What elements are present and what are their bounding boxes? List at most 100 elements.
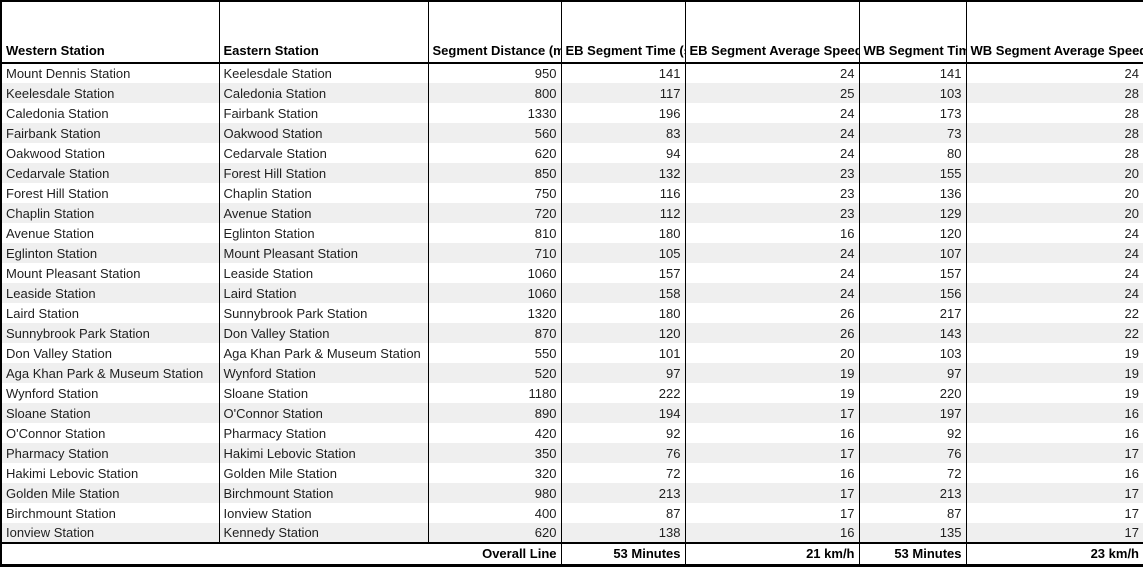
western-station-cell[interactable]: O'Connor Station bbox=[6, 425, 106, 441]
eb-segment-time-cell[interactable]: 213 bbox=[560, 483, 685, 503]
wb-average-speed-cell[interactable]: 28 bbox=[965, 123, 1143, 143]
segment-distance-cell[interactable]: 550 bbox=[427, 343, 561, 363]
eb-average-speed-cell[interactable]: 17 bbox=[684, 403, 859, 423]
western-station-cell[interactable]: Keelesdale Station bbox=[1, 83, 219, 103]
wb-average-speed-cell[interactable]: 28 bbox=[965, 143, 1143, 163]
eb-average-speed-cell[interactable]: 19 bbox=[684, 363, 859, 383]
eastern-station-cell[interactable]: Oakwood Station bbox=[218, 123, 428, 143]
eb-segment-time-cell[interactable]: 138 bbox=[560, 523, 685, 543]
segment-distance-cell[interactable]: 520 bbox=[427, 363, 561, 383]
wb-average-speed-cell[interactable]: 19 bbox=[965, 343, 1143, 363]
eb-average-speed-cell[interactable]: 24 bbox=[684, 263, 859, 283]
wb-average-speed-cell[interactable]: 24 bbox=[965, 63, 1143, 83]
eb-average-speed-cell[interactable]: 23 bbox=[684, 183, 859, 203]
wb-segment-time-cell[interactable]: 136 bbox=[858, 183, 966, 203]
wb-average-speed-cell[interactable]: 19 bbox=[965, 363, 1143, 383]
western-station-cell[interactable]: Oakwood Station bbox=[6, 145, 106, 161]
wb-segment-time-cell[interactable]: 103 bbox=[858, 83, 966, 103]
wb-segment-time-cell[interactable]: 197 bbox=[858, 403, 966, 423]
wb-average-speed-cell[interactable]: 20 bbox=[965, 183, 1143, 203]
segment-distance-cell[interactable]: 400 bbox=[427, 503, 561, 523]
wb-average-speed-cell[interactable]: 16 bbox=[965, 423, 1143, 443]
segment-distance-cell[interactable]: 620 bbox=[427, 143, 561, 163]
eastern-station-cell[interactable]: Mount Pleasant Station bbox=[218, 243, 428, 263]
segment-distance-cell[interactable]: 320 bbox=[427, 463, 561, 483]
column-header-segment-distance[interactable]: Segment Distance (meters) bbox=[427, 1, 561, 64]
segment-distance-cell[interactable]: 1320 bbox=[427, 303, 561, 323]
western-station-cell[interactable]: Forest Hill Station bbox=[6, 185, 109, 201]
eb-average-speed-cell[interactable]: 16 bbox=[684, 523, 859, 543]
eb-segment-time-cell[interactable]: 132 bbox=[560, 163, 685, 183]
eastern-station-cell[interactable]: Wynford Station bbox=[218, 363, 428, 383]
segment-distance-cell[interactable]: 620 bbox=[427, 523, 561, 543]
wb-segment-time-cell[interactable]: 217 bbox=[858, 303, 966, 323]
eb-average-speed-cell[interactable]: 23 bbox=[684, 203, 859, 223]
eb-segment-time-cell[interactable]: 196 bbox=[560, 103, 685, 123]
segment-distance-cell[interactable]: 870 bbox=[427, 323, 561, 343]
wb-segment-time-cell[interactable]: 92 bbox=[858, 423, 966, 443]
western-station-cell[interactable]: Sloane Station bbox=[1, 403, 219, 423]
eb-average-speed-cell[interactable]: 24 bbox=[684, 123, 859, 143]
wb-average-speed-cell[interactable]: 22 bbox=[965, 303, 1143, 323]
wb-average-speed-cell[interactable]: 24 bbox=[965, 243, 1143, 263]
column-header-western-station[interactable]: Western Station bbox=[1, 1, 219, 64]
eb-average-speed-cell[interactable]: 19 bbox=[684, 383, 859, 403]
wb-segment-time-cell[interactable]: 80 bbox=[858, 143, 966, 163]
western-station-cell[interactable]: Pharmacy Station bbox=[1, 443, 219, 463]
eb-segment-time-cell[interactable]: 180 bbox=[560, 223, 685, 243]
wb-segment-time-cell[interactable]: 173 bbox=[858, 103, 966, 123]
wb-segment-time-cell[interactable]: 135 bbox=[858, 523, 966, 543]
segment-distance-cell[interactable]: 800 bbox=[427, 83, 561, 103]
wb-average-speed-cell[interactable]: 17 bbox=[965, 503, 1143, 523]
wb-average-speed-cell[interactable]: 20 bbox=[965, 203, 1143, 223]
eastern-station-cell[interactable]: Aga Khan Park & Museum Station bbox=[218, 343, 428, 363]
eastern-station-cell[interactable]: Ionview Station bbox=[218, 503, 428, 523]
wb-segment-time-cell[interactable]: 220 bbox=[858, 383, 966, 403]
segment-distance-cell[interactable]: 720 bbox=[427, 203, 561, 223]
western-station-cell[interactable]: Eglinton Station bbox=[1, 243, 219, 263]
eb-segment-time-cell[interactable]: 141 bbox=[560, 63, 685, 83]
segment-distance-cell[interactable]: 420 bbox=[427, 423, 561, 443]
segment-distance-cell[interactable]: 750 bbox=[427, 183, 561, 203]
wb-average-speed-cell[interactable]: 19 bbox=[965, 383, 1143, 403]
eb-segment-time-cell[interactable]: 157 bbox=[560, 263, 685, 283]
overall-wb-speed-cell[interactable]: 23 km/h bbox=[965, 542, 1143, 565]
eb-segment-time-cell[interactable]: 76 bbox=[560, 443, 685, 463]
overall-eb-speed-cell[interactable]: 21 km/h bbox=[684, 542, 859, 565]
western-station-cell[interactable]: Aga Khan Park & Museum Station bbox=[1, 363, 219, 383]
eb-segment-time-cell[interactable]: 105 bbox=[560, 243, 685, 263]
wb-average-speed-cell[interactable]: 17 bbox=[965, 483, 1143, 503]
eb-segment-time-cell[interactable]: 87 bbox=[560, 503, 685, 523]
eb-average-speed-cell[interactable]: 24 bbox=[684, 243, 859, 263]
eb-segment-time-cell[interactable]: 117 bbox=[560, 83, 685, 103]
eastern-station-cell[interactable]: Kennedy Station bbox=[218, 523, 428, 543]
wb-average-speed-cell[interactable]: 17 bbox=[965, 523, 1143, 543]
eb-average-speed-cell[interactable]: 16 bbox=[684, 423, 859, 443]
eb-segment-time-cell[interactable]: 158 bbox=[560, 283, 685, 303]
segment-distance-cell[interactable]: 980 bbox=[427, 483, 561, 503]
western-station-cell[interactable]: Laird Station bbox=[6, 305, 79, 321]
eb-average-speed-cell[interactable]: 26 bbox=[684, 323, 859, 343]
wb-average-speed-cell[interactable]: 24 bbox=[965, 223, 1143, 243]
eb-segment-time-cell[interactable]: 112 bbox=[560, 203, 685, 223]
wb-average-speed-cell[interactable]: 20 bbox=[965, 163, 1143, 183]
eb-average-speed-cell[interactable]: 17 bbox=[684, 503, 859, 523]
eb-average-speed-cell[interactable]: 26 bbox=[684, 303, 859, 323]
eb-segment-time-cell[interactable]: 94 bbox=[560, 143, 685, 163]
western-station-cell[interactable]: Mount Dennis Station bbox=[6, 66, 131, 81]
eb-average-speed-cell[interactable]: 24 bbox=[684, 103, 859, 123]
eastern-station-cell[interactable]: Avenue Station bbox=[218, 203, 428, 223]
eb-average-speed-cell[interactable]: 23 bbox=[684, 163, 859, 183]
eb-segment-time-cell[interactable]: 180 bbox=[560, 303, 685, 323]
wb-average-speed-cell[interactable]: 16 bbox=[965, 463, 1143, 483]
eastern-station-cell[interactable]: Caledonia Station bbox=[218, 83, 428, 103]
wb-segment-time-cell[interactable]: 156 bbox=[858, 283, 966, 303]
eb-segment-time-cell[interactable]: 120 bbox=[560, 323, 685, 343]
eastern-station-cell[interactable]: Cedarvale Station bbox=[218, 143, 428, 163]
wb-average-speed-cell[interactable]: 28 bbox=[965, 103, 1143, 123]
column-header-eb-average-speed[interactable]: EB Segment Average Speed (km/h, includin… bbox=[684, 1, 859, 64]
wb-segment-time-cell[interactable]: 141 bbox=[858, 63, 966, 83]
western-station-cell[interactable]: Golden Mile Station bbox=[1, 483, 219, 503]
wb-segment-time-cell[interactable]: 87 bbox=[858, 503, 966, 523]
eastern-station-cell[interactable]: Forest Hill Station bbox=[218, 163, 428, 183]
